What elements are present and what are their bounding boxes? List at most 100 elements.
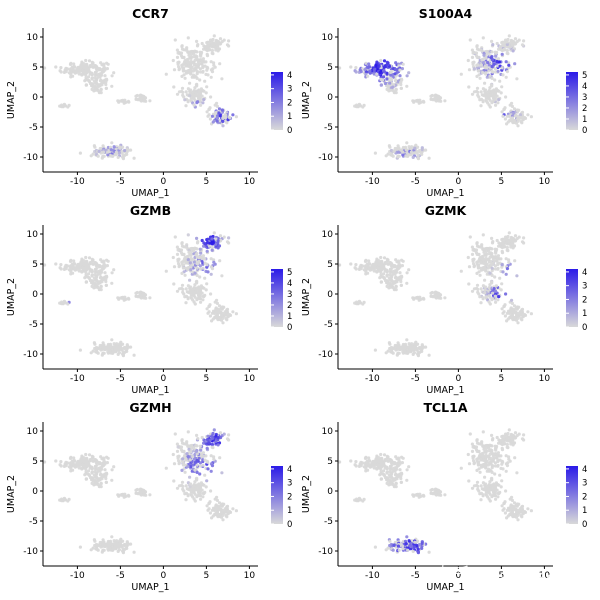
data-point: [105, 67, 109, 71]
data-point: [181, 463, 185, 467]
data-point: [475, 283, 480, 287]
data-point: [490, 69, 494, 73]
data-point: [498, 276, 502, 280]
data-point: [515, 77, 519, 81]
data-point: [510, 116, 514, 120]
data-point: [95, 472, 99, 476]
data-point: [112, 539, 116, 543]
data-point: [420, 152, 424, 156]
data-point: [195, 444, 199, 448]
data-point: [409, 150, 413, 154]
data-point: [379, 452, 383, 457]
data-point: [109, 148, 113, 152]
colorbar-tick-label: 4: [287, 465, 292, 475]
colorbar-tick-label: 4: [582, 82, 587, 92]
data-point: [490, 50, 494, 54]
panel-title: GZMK: [425, 203, 468, 218]
colorbar-tick-label: 0: [287, 323, 292, 333]
data-point: [94, 88, 98, 92]
data-point: [378, 465, 382, 469]
data-point: [385, 87, 389, 91]
data-point: [84, 477, 88, 481]
data-point: [518, 310, 523, 314]
data-point: [199, 251, 203, 255]
data-point: [93, 81, 97, 85]
data-point: [90, 481, 94, 485]
data-point: [388, 458, 392, 462]
data-point: [90, 60, 94, 64]
data-point: [389, 88, 393, 92]
data-point: [96, 479, 100, 483]
data-point: [201, 298, 205, 302]
data-point: [404, 148, 408, 152]
x-tick-label: 10: [244, 374, 256, 384]
data-point: [494, 448, 498, 452]
data-point: [210, 248, 214, 252]
data-point: [385, 77, 389, 81]
data-point: [83, 268, 87, 272]
colorbar: [566, 72, 578, 130]
data-point: [123, 345, 127, 350]
data-point: [216, 239, 220, 243]
data-point: [188, 482, 193, 486]
data-point: [405, 141, 409, 145]
data-point: [383, 475, 387, 480]
data-point: [194, 450, 198, 454]
data-point: [475, 438, 479, 442]
data-point: [505, 248, 509, 252]
data-point: [114, 347, 118, 351]
data-point: [121, 145, 125, 149]
data-point: [500, 446, 504, 450]
data-point: [388, 261, 392, 265]
data-point: [141, 95, 145, 99]
data-point: [384, 351, 388, 355]
data-point: [93, 145, 97, 149]
data-point: [405, 338, 409, 342]
data-point: [109, 345, 113, 349]
data-point: [507, 34, 511, 38]
colorbar-tick-label: 5: [582, 71, 587, 81]
data-point: [196, 437, 200, 441]
data-point: [501, 438, 505, 442]
data-point: [93, 342, 97, 346]
data-point: [99, 455, 103, 459]
data-point: [177, 264, 181, 268]
data-point: [90, 87, 94, 91]
data-point: [385, 257, 389, 261]
data-point: [101, 150, 106, 154]
data-point: [138, 93, 143, 97]
data-point: [114, 150, 118, 154]
data-point: [212, 457, 216, 461]
data-point: [80, 454, 84, 458]
data-point: [512, 308, 516, 312]
y-axis-label: UMAP_2: [301, 278, 312, 316]
data-point: [483, 64, 487, 68]
data-point: [487, 497, 491, 501]
data-point: [495, 59, 499, 64]
data-point: [200, 59, 204, 64]
data-point: [199, 497, 203, 501]
data-point: [493, 461, 497, 465]
data-point: [392, 346, 396, 350]
data-point: [472, 90, 477, 94]
data-point: [54, 65, 58, 69]
data-point: [199, 103, 203, 107]
x-axis-label: UMAP_1: [131, 582, 169, 593]
data-point: [84, 280, 88, 284]
data-point: [78, 67, 82, 71]
data-point: [510, 313, 514, 317]
data-point: [390, 463, 394, 467]
data-point: [209, 257, 213, 261]
data-point: [58, 301, 62, 305]
data-point: [493, 97, 497, 101]
data-point: [210, 434, 214, 438]
data-point: [502, 107, 506, 111]
data-point: [381, 275, 385, 279]
data-point: [383, 261, 387, 266]
data-point: [416, 157, 420, 161]
data-point: [513, 114, 517, 118]
data-point: [366, 74, 370, 78]
data-point: [192, 300, 196, 304]
data-point: [368, 463, 372, 467]
